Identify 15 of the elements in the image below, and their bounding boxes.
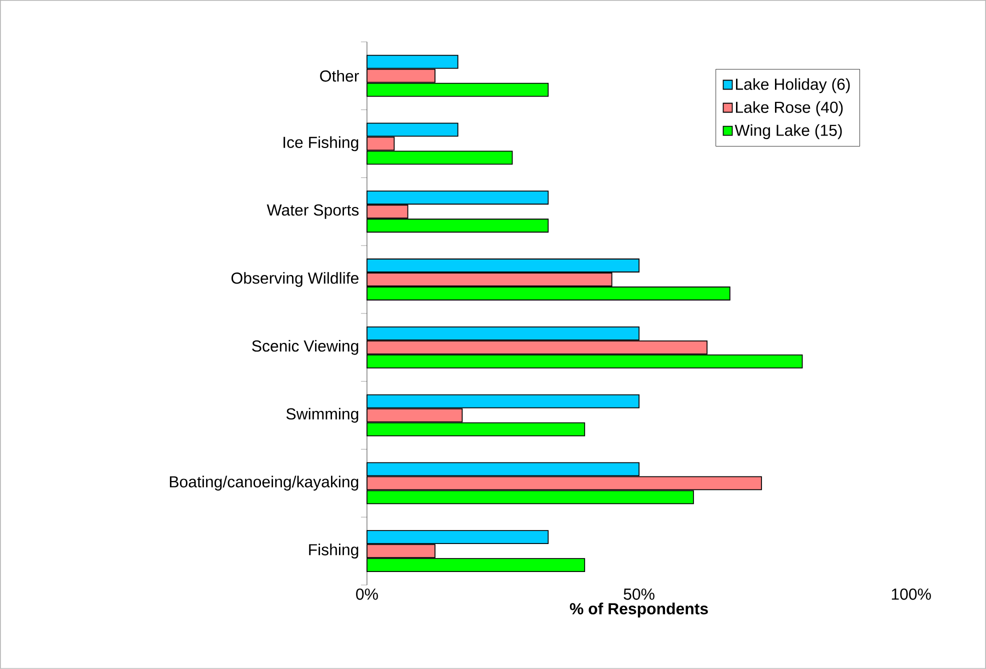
y-tick-label: Observing Wildlife (231, 272, 358, 287)
x-tick-label: 100% (892, 588, 931, 600)
x-tick-label: 0% (356, 588, 378, 600)
y-tick-label: Other (320, 70, 359, 82)
x-tick-label: 50% (624, 588, 654, 600)
y-tick-label: Swimming (286, 408, 358, 423)
y-tick-label: Ice Fishing (284, 136, 358, 152)
legend-label: Wing Lake (15) (734, 124, 842, 140)
y-tick-label: Scenic Viewing (252, 340, 358, 355)
y-tick-label: Boating/canoeing/kayaking (170, 476, 358, 491)
y-tick-label: Water Sports (266, 204, 359, 219)
x-axis-title: % of Respondents (570, 602, 708, 618)
y-tick-label: Fishing (309, 544, 358, 559)
legend-label: Lake Holiday (6) (736, 78, 850, 94)
legend-label: Lake Rose (40) (736, 101, 843, 116)
